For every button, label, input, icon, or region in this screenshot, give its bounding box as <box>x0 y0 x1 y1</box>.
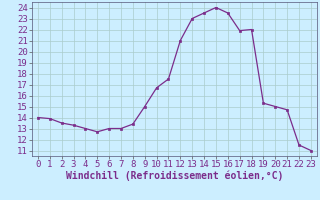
X-axis label: Windchill (Refroidissement éolien,°C): Windchill (Refroidissement éolien,°C) <box>66 171 283 181</box>
